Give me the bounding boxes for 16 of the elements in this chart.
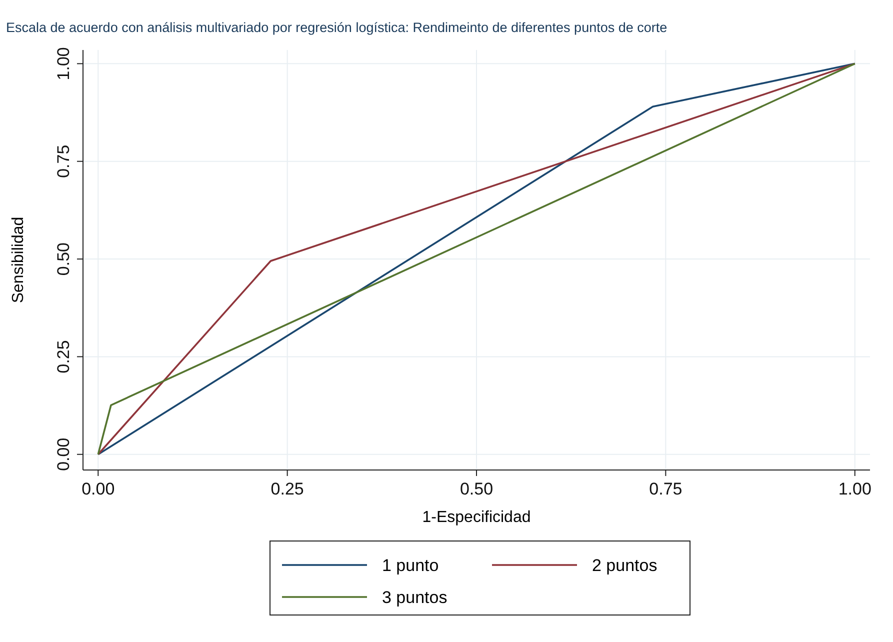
x-tick-label: 0.50 [460, 479, 494, 498]
y-tick-label: 0.00 [54, 438, 73, 471]
legend-label: 1 punto [382, 556, 439, 575]
legend-label: 2 puntos [592, 556, 658, 575]
legend-label: 3 puntos [382, 588, 448, 607]
chart-title: Escala de acuerdo con análisis multivariado por regresión logística: Rendimeinto de diferentes puntos de corte [6, 20, 668, 35]
y-tick-label: 0.50 [54, 242, 73, 276]
x-tick-label: 0.00 [82, 479, 115, 498]
y-tick-label: 1.00 [54, 47, 73, 80]
y-tick-label: 0.75 [54, 144, 73, 178]
x-tick-label: 1.00 [838, 479, 872, 498]
y-axis-title: Sensibilidad [10, 216, 27, 304]
x-axis-title: 1-Especificidad [422, 509, 531, 526]
x-tick-label: 0.75 [649, 479, 682, 498]
y-tick-label: 0.25 [54, 340, 73, 374]
x-tick-label: 0.25 [270, 479, 304, 498]
